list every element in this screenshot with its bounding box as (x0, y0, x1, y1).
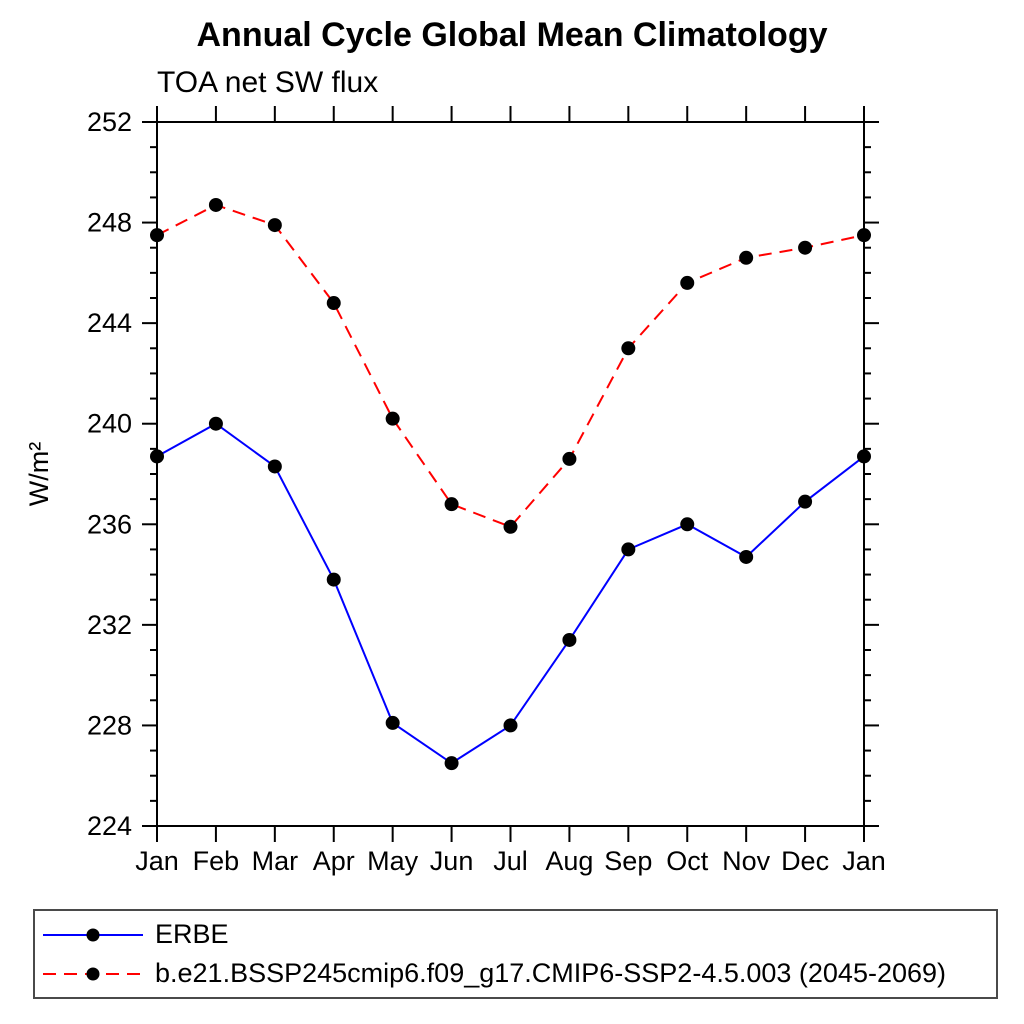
y-tick-label: 236 (87, 509, 132, 539)
data-point-marker (326, 296, 341, 311)
data-point-marker (385, 715, 400, 730)
legend: ERBE b.e21.BSSP245cmip6.f09_g17.CMIP6-SS… (33, 909, 998, 999)
data-point-marker (562, 451, 577, 466)
x-tick-label: May (367, 846, 419, 876)
series-line-1 (156, 203, 865, 528)
y-tick-label: 224 (87, 811, 132, 841)
x-tick-label: Jul (493, 846, 528, 876)
data-point-marker (267, 459, 282, 474)
data-point-marker (562, 632, 577, 647)
data-point-marker (503, 718, 518, 733)
y-tick-label: 228 (87, 710, 132, 740)
y-tick-label: 252 (87, 107, 132, 137)
data-point-marker (621, 341, 636, 356)
data-point-marker (444, 497, 459, 512)
legend-label-erbe: ERBE (155, 919, 229, 949)
data-point-marker (267, 218, 282, 233)
y-tick-label: 248 (87, 208, 132, 238)
chart-title: Annual Cycle Global Mean Climatology (196, 16, 828, 54)
y-tick-label: 232 (87, 610, 132, 640)
x-tick-label: Jan (842, 846, 886, 876)
legend-line-sample-1 (43, 967, 143, 980)
x-tick-label: Jan (135, 846, 179, 876)
data-point-marker (326, 572, 341, 587)
y-tick-label: 244 (87, 308, 132, 338)
x-tick-label: Apr (313, 846, 355, 876)
legend-label-model: b.e21.BSSP245cmip6.f09_g17.CMIP6-SSP2-4.… (155, 958, 947, 988)
x-tick-label: Oct (666, 846, 709, 876)
x-tick-label: Nov (722, 846, 771, 876)
data-point-marker (680, 517, 695, 532)
series-line-0 (156, 422, 865, 765)
x-tick-label: Sep (604, 846, 652, 876)
y-tick-label: 240 (87, 409, 132, 439)
plot-frame (156, 121, 865, 827)
data-point-marker (621, 542, 636, 557)
legend-row-model: b.e21.BSSP245cmip6.f09_g17.CMIP6-SSP2-4.… (39, 956, 996, 992)
data-point-marker (857, 449, 871, 464)
y-axis-label: W/m² (24, 442, 54, 506)
x-tick-label: Aug (545, 846, 593, 876)
x-tick-label: Mar (252, 846, 299, 876)
data-point-marker (208, 197, 223, 212)
x-tick-label: Dec (781, 846, 829, 876)
legend-row-erbe: ERBE (39, 917, 996, 953)
data-point-marker (798, 240, 813, 255)
data-point-marker (798, 494, 813, 509)
data-point-marker (150, 449, 164, 464)
legend-line-sample-0 (43, 928, 143, 941)
data-point-marker (857, 228, 871, 243)
data-point-marker (739, 250, 754, 265)
x-tick-label: Jun (430, 846, 474, 876)
x-tick-label: Feb (193, 846, 240, 876)
data-point-marker (385, 411, 400, 426)
plot-area: 224 228 232 236 240 244 248 252 Jan Feb Mar Apr May J… (24, 106, 886, 876)
data-point-marker (680, 275, 695, 290)
data-point-marker (150, 228, 164, 243)
data-point-marker (739, 549, 754, 564)
data-point-marker (444, 756, 459, 771)
data-point-marker (503, 519, 518, 534)
data-point-marker (208, 416, 223, 431)
chart-subtitle: TOA net SW flux (157, 66, 379, 99)
